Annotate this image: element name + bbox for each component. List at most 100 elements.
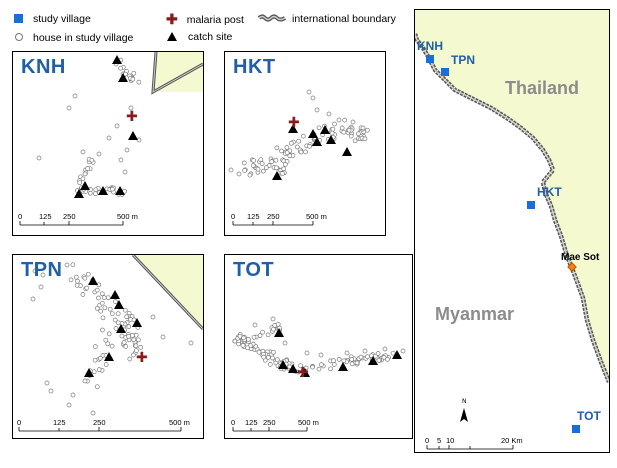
house-icon <box>282 340 288 346</box>
house-icon <box>348 133 354 139</box>
house-icon <box>240 343 246 348</box>
house-icon <box>133 332 139 338</box>
house-icon <box>310 95 316 101</box>
house-icon <box>310 364 315 370</box>
house-icon <box>330 126 336 132</box>
panel-title: HKT <box>233 56 276 78</box>
house-icon <box>94 305 100 311</box>
malaria-post: ✚ <box>126 109 138 125</box>
house-icon <box>84 285 90 291</box>
house-icon <box>72 93 78 99</box>
house-icon <box>274 357 280 363</box>
house-icon <box>300 133 306 139</box>
house-icon <box>298 363 303 369</box>
house-icon <box>82 275 88 281</box>
north-arrow-icon: N <box>460 398 468 422</box>
catch-site-icon <box>288 364 298 373</box>
house-icon <box>385 357 390 362</box>
house-icon <box>124 147 130 153</box>
catch-site-icon <box>80 181 90 190</box>
house-icon <box>274 165 279 171</box>
house-icon <box>269 159 275 164</box>
house-icon <box>98 308 104 314</box>
house-icon <box>265 332 271 338</box>
scale-500: 500 m <box>169 418 190 427</box>
house-icon <box>92 344 98 349</box>
house-icon <box>36 155 42 161</box>
catch-site-icon <box>128 131 138 140</box>
house-icon <box>66 105 72 111</box>
house-icon <box>93 191 98 197</box>
catch-site-icon <box>112 55 122 64</box>
catch-site-icon <box>110 290 120 299</box>
catch-site-icon <box>278 360 288 369</box>
village-knh-marker <box>426 55 434 63</box>
thailand-area <box>415 10 609 382</box>
panel-title: TPN <box>21 259 63 281</box>
house-icon <box>48 388 54 394</box>
legend-malaria-post-label: malaria post <box>186 14 244 26</box>
house-icon <box>94 287 100 293</box>
house-icon <box>267 362 273 367</box>
house-icon <box>64 262 70 268</box>
house-icon <box>119 333 125 339</box>
thailand-label: Thailand <box>505 78 579 98</box>
svg-text:N: N <box>462 398 467 405</box>
house-icon <box>30 296 36 302</box>
house-icon <box>77 180 83 186</box>
house-icon <box>136 79 142 85</box>
village-hkt-marker <box>527 201 535 209</box>
house-icon <box>251 334 257 340</box>
house-icon <box>32 268 38 274</box>
house-icon <box>328 366 333 372</box>
house-icon <box>255 166 261 172</box>
house-icon <box>350 119 356 125</box>
house-icon <box>270 316 276 322</box>
village-hkt-label: HKT <box>537 185 562 199</box>
catch-site-icon <box>98 186 108 195</box>
house-icon <box>271 326 276 332</box>
house-icon <box>250 163 256 168</box>
legend-house-label: house in study village <box>33 32 134 44</box>
house-icon <box>130 76 136 82</box>
house-icon <box>101 295 107 300</box>
catch-site-icon <box>116 324 126 333</box>
house-icon <box>96 367 102 372</box>
house-icon <box>336 357 342 362</box>
house-icon <box>306 89 312 95</box>
house-icon <box>314 107 320 113</box>
legend-catch-site-label: catch site <box>188 31 233 43</box>
village-tpn-label: TPN <box>451 53 475 67</box>
house-icon <box>270 355 275 361</box>
house-icon <box>241 335 246 341</box>
catch-site-icon <box>326 135 336 144</box>
house-icon <box>114 123 120 129</box>
study-village-symbol <box>14 14 23 23</box>
house-icon <box>381 355 387 360</box>
house-icon <box>287 153 293 159</box>
house-icon <box>256 349 262 355</box>
house-icon <box>236 171 242 177</box>
catch-site-icon <box>368 356 378 365</box>
catch-site-icon <box>132 318 142 327</box>
scale-bar: 0 5 10 20 Km <box>425 436 523 450</box>
scale-250: 250 <box>267 212 280 221</box>
house-icon <box>365 354 370 360</box>
house-icon <box>44 380 50 386</box>
house-icon <box>241 160 247 166</box>
house-icon <box>115 320 121 326</box>
house-icon <box>288 140 294 146</box>
house-icon <box>274 145 280 151</box>
house-icon <box>92 357 98 363</box>
scale-0: 0 <box>231 212 235 221</box>
house-icon <box>346 127 352 133</box>
scale-0: 0 <box>231 418 235 427</box>
house-icon <box>133 343 139 349</box>
house-icon <box>341 358 347 364</box>
house-icon <box>263 165 269 170</box>
house-icon <box>40 272 46 278</box>
malaria-post: ✚ <box>136 350 148 366</box>
scale-0: 0 <box>17 418 21 427</box>
catch-site-icon <box>118 73 128 82</box>
house-icon <box>122 169 128 175</box>
